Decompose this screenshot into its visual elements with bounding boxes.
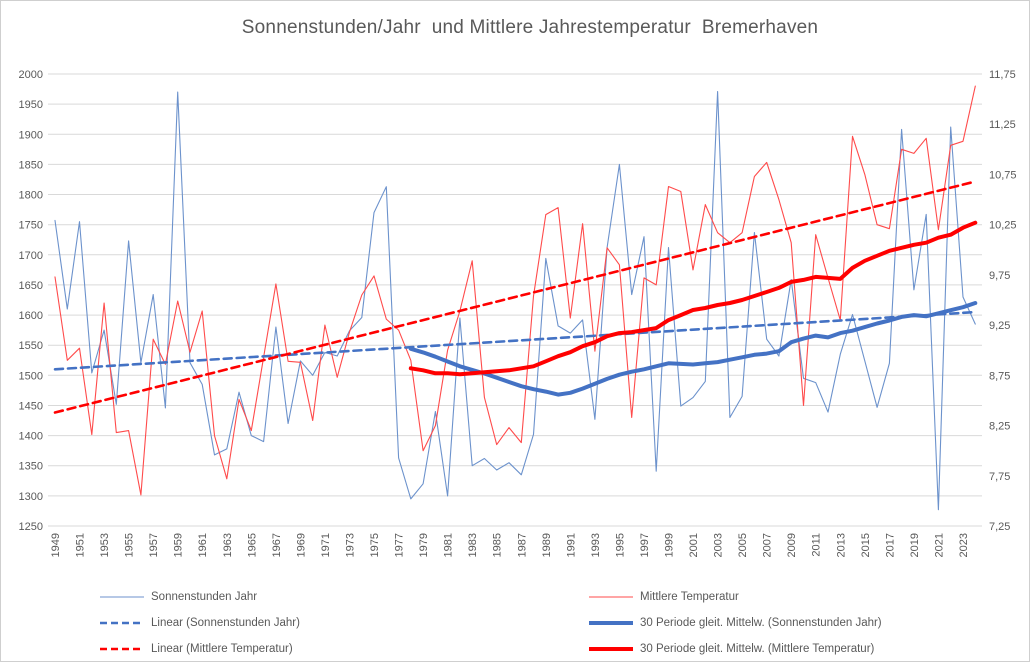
left-axis-tick-label: 1900 — [19, 129, 43, 141]
x-axis-tick-label: 1999 — [664, 533, 676, 557]
legend-item-linear-sonnenstunden-jahr: Linear (Sonnenstunden Jahr) — [100, 616, 300, 630]
x-axis-tick-label: 1973 — [345, 533, 357, 557]
legend-label: Linear (Sonnenstunden Jahr) — [151, 617, 300, 629]
x-axis-tick-label: 2009 — [786, 533, 798, 557]
chart-title: Sonnenstunden/Jahr und Mittlere Jahreste… — [241, 17, 819, 38]
left-axis-tick-label: 1550 — [19, 340, 43, 352]
left-axis-tick-label: 1350 — [19, 461, 43, 473]
legend-item-sonnenstunden-jahr: Sonnenstunden Jahr — [100, 590, 257, 604]
right-axis-tick-label: 7,25 — [989, 521, 1010, 533]
x-axis-tick-label: 1949 — [50, 533, 62, 557]
legend-line-sample — [100, 647, 144, 651]
x-axis-tick-label: 1971 — [320, 533, 332, 557]
series-line-mittlere-temperatur — [54, 85, 976, 496]
x-axis-tick-label: 1993 — [590, 533, 602, 557]
x-axis-tick-label: 1983 — [467, 533, 479, 557]
right-axis-tick-label: 9,25 — [989, 320, 1010, 332]
right-axis-tick-label: 10,25 — [989, 220, 1017, 232]
x-axis-tick-label: 1977 — [394, 533, 406, 557]
left-axis-tick-label: 1400 — [19, 431, 43, 443]
x-axis-tick-label: 2015 — [860, 533, 872, 557]
x-axis-tick-label: 1985 — [492, 533, 504, 557]
x-axis-tick-label: 1995 — [614, 533, 626, 557]
legend-line-sample — [589, 596, 633, 598]
legend-label: Linear (Mittlere Temperatur) — [151, 643, 293, 655]
legend-line-sample — [100, 596, 144, 598]
x-axis-tick-label: 2021 — [933, 533, 945, 557]
legend-label: 30 Periode gleit. Mittelw. (Mittlere Tem… — [640, 643, 875, 655]
x-axis-tick-label: 1967 — [271, 533, 283, 557]
right-axis-tick-label: 11,75 — [989, 69, 1016, 81]
x-axis-tick-label: 2023 — [958, 533, 970, 557]
legend-label: 30 Periode gleit. Mittelw. (Sonnenstunde… — [640, 617, 882, 629]
right-axis-tick-label: 9,75 — [989, 270, 1010, 282]
left-axis-tick-label: 1700 — [19, 250, 43, 262]
x-axis-tick-label: 1987 — [516, 533, 528, 557]
x-axis-tick-label: 2001 — [688, 533, 700, 557]
right-axis-tick-label: 8,75 — [989, 370, 1010, 382]
x-axis-tick-label: 1965 — [246, 533, 258, 557]
left-axis-tick-label: 1650 — [19, 280, 43, 292]
x-axis-tick-label: 1955 — [124, 533, 136, 557]
legend-line-sample — [100, 621, 144, 625]
legend-line-sample — [589, 621, 633, 625]
legend-label: Sonnenstunden Jahr — [151, 591, 258, 603]
x-axis-tick-label: 1957 — [148, 533, 160, 557]
x-axis-tick-label: 2017 — [884, 533, 896, 557]
x-axis-tick-label: 2007 — [762, 533, 774, 557]
x-axis-tick-label: 2019 — [909, 533, 921, 557]
x-axis-tick-label: 1979 — [418, 533, 430, 557]
left-axis-tick-label: 1950 — [19, 99, 43, 111]
legend-item-30-periode-gleit-mittelw-mittlere-temperatur: 30 Periode gleit. Mittelw. (Mittlere Tem… — [589, 642, 874, 656]
right-axis-tick-label: 11,25 — [989, 119, 1016, 131]
left-axis-tick-label: 1850 — [19, 159, 43, 171]
x-axis-tick-label: 1951 — [75, 533, 87, 557]
left-axis-tick-label: 1300 — [19, 491, 43, 503]
series-line-30-periode-gleit-mittelw-mittlere-temperatur — [408, 220, 978, 377]
x-axis-tick-label: 1975 — [369, 533, 381, 557]
x-axis-tick-label: 1953 — [99, 533, 111, 557]
series-line-linear-mittlere-temperatur — [53, 180, 977, 414]
x-axis-tick-label: 2005 — [737, 533, 749, 557]
x-axis-tick-label: 1991 — [565, 533, 577, 557]
x-axis-tick-label: 1959 — [173, 533, 185, 557]
legend-item-linear-mittlere-temperatur: Linear (Mittlere Temperatur) — [100, 642, 293, 656]
left-axis-tick-label: 1500 — [19, 370, 43, 382]
left-axis-tick-label: 1800 — [19, 190, 43, 202]
right-axis-tick-label: 7,75 — [989, 471, 1010, 483]
x-axis-tick-label: 1997 — [639, 533, 651, 557]
x-axis-tick-label: 1969 — [295, 533, 307, 557]
right-axis-tick-label: 8,25 — [989, 421, 1010, 433]
legend-item-mittlere-temperatur: Mittlere Temperatur — [589, 590, 739, 604]
x-axis-tick-label: 1961 — [197, 533, 209, 557]
x-axis-tick-label: 2011 — [811, 533, 823, 557]
left-axis-tick-label: 1450 — [19, 401, 43, 413]
left-axis-tick-label: 1600 — [19, 310, 43, 322]
left-axis-tick-label: 1750 — [19, 220, 43, 232]
legend-line-sample — [589, 647, 633, 651]
right-axis-tick-label: 10,75 — [989, 169, 1017, 181]
x-axis-tick-label: 1963 — [222, 533, 234, 557]
legend-item-30-periode-gleit-mittelw-sonnenstunden-jahr: 30 Periode gleit. Mittelw. (Sonnenstunde… — [589, 616, 882, 630]
series-line-linear-sonnenstunden-jahr — [53, 310, 977, 371]
legend-label: Mittlere Temperatur — [640, 591, 739, 603]
x-axis-tick-label: 1981 — [443, 533, 455, 557]
left-axis-tick-label: 2000 — [19, 69, 43, 81]
left-axis-tick-label: 1250 — [19, 521, 43, 533]
x-axis-tick-label: 2013 — [835, 533, 847, 557]
series-line-sonnenstunden-jahr — [54, 90, 976, 511]
x-axis-tick-label: 1989 — [541, 533, 553, 557]
x-axis-tick-label: 2003 — [713, 533, 725, 557]
series-line-30-periode-gleit-mittelw-sonnenstunden-jahr — [408, 301, 978, 397]
